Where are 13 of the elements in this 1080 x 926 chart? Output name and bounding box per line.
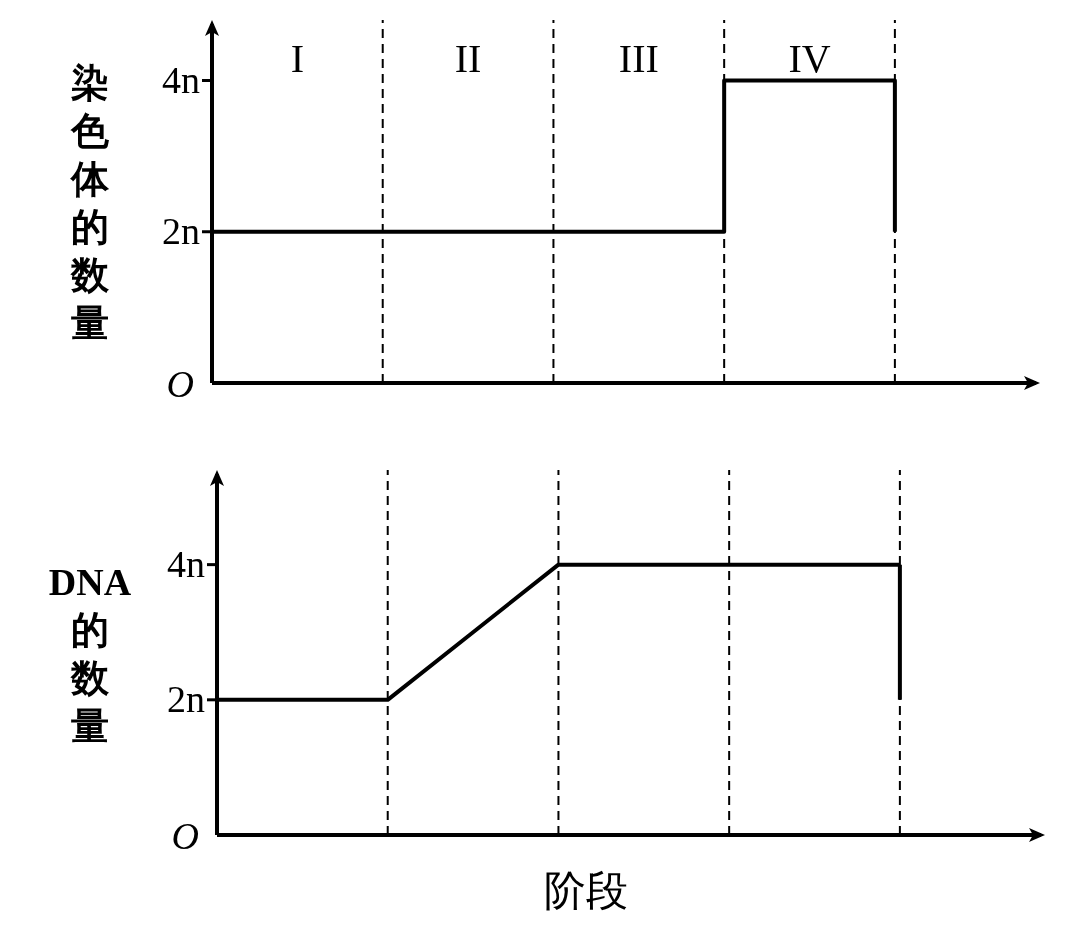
x-tick-label: IV [788,36,831,81]
y-tick-label: 4n [167,542,205,585]
ylabel: 染色体的数量 [71,61,109,344]
y-tick-label: 2n [167,677,205,720]
y-tick-label: O [171,815,199,857]
x-tick-label: I [290,36,305,81]
y-tick-label: 2n [162,209,200,252]
y-tick-label: O [166,363,194,405]
x-axis-title: 阶段 [544,868,628,914]
ylabel: DNA的数量 [48,560,132,747]
y-tick-label: 4n [162,58,200,101]
x-tick-label: III [618,36,659,81]
x-tick-label: II [454,36,482,81]
